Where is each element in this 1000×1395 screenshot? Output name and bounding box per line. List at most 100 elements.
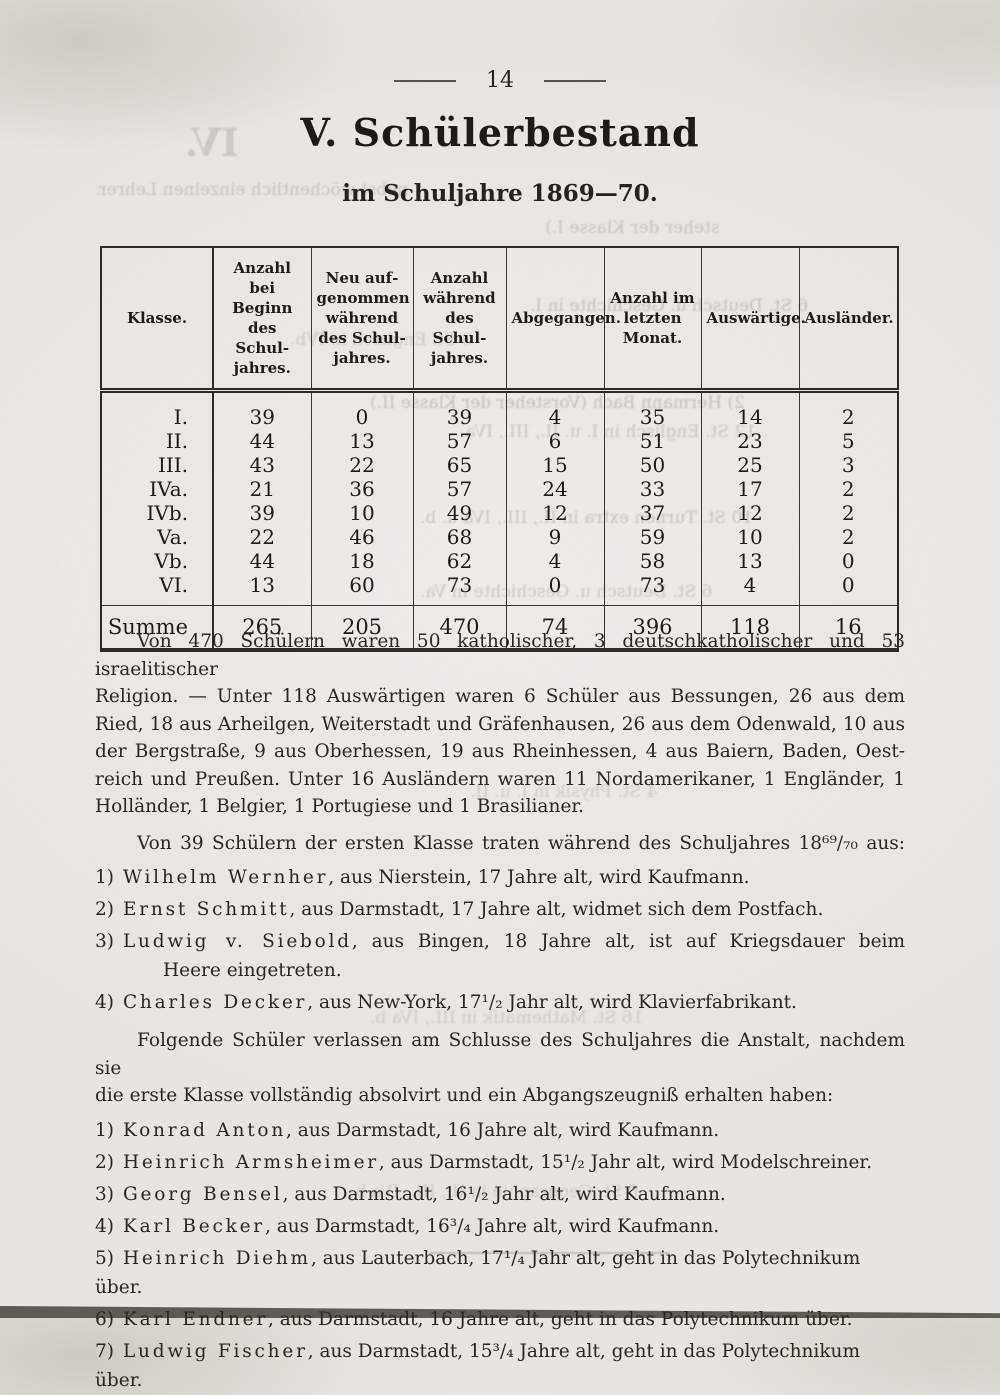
list-item: 2) Heinrich Armsheimer, aus Darmstadt, 15… bbox=[95, 1148, 905, 1177]
schuelerbestand-table: Klasse. Anzahl bei Beginn des Schul­jahr… bbox=[100, 246, 899, 652]
paragraph-line: Folgende Schüler verlassen am Schlusse d… bbox=[95, 1030, 905, 1079]
bleed-through-text: steher der Klasse I.) bbox=[545, 218, 720, 238]
class-label: Vb. bbox=[101, 549, 214, 573]
list-item-text: , aus New-York, 17¹/₂ Jahr alt, wird Kla… bbox=[307, 992, 797, 1013]
cell-value: 13 bbox=[213, 573, 312, 606]
paragraph-austritte-intro: Von 39 Schülern der ersten Klasse traten… bbox=[137, 832, 905, 854]
cell-value: 17 bbox=[701, 477, 800, 501]
list-item-text: , aus Bingen, 18 Jahre alt, ist auf Krie… bbox=[351, 931, 905, 952]
table-row: VI. 13 60 73 0 73 4 0 bbox=[101, 573, 898, 606]
cell-value: 51 bbox=[604, 429, 702, 453]
cell-value: 68 bbox=[413, 525, 507, 549]
paragraph-line: Religion. — Unter 118 Auswärtigen waren … bbox=[95, 686, 905, 707]
class-label: III. bbox=[101, 453, 214, 477]
cell-value: 50 bbox=[604, 453, 702, 477]
cell-value: 25 bbox=[701, 453, 800, 477]
cell-value: 15 bbox=[506, 453, 605, 477]
cell-value: 18 bbox=[311, 549, 414, 573]
student-name: Georg Bensel bbox=[123, 1183, 283, 1205]
ghost-divider bbox=[430, 1252, 670, 1254]
table-row: IVb. 39 10 49 12 37 12 2 bbox=[101, 501, 898, 525]
list-item: 5) Heinrich Diehm, aus Lauterbach, 17¹/₄ … bbox=[95, 1244, 905, 1302]
column-header-klasse: Klasse. bbox=[101, 247, 214, 393]
table-row: IVa. 21 36 57 24 33 17 2 bbox=[101, 477, 898, 501]
cell-value: 4 bbox=[701, 573, 800, 606]
cell-value: 22 bbox=[213, 525, 312, 549]
list-item-text: , aus Nierstein, 17 Jahre alt, wird Kauf… bbox=[328, 867, 750, 888]
list-item-number: 7) bbox=[95, 1340, 114, 1362]
student-name: Heinrich Armsheimer bbox=[123, 1151, 379, 1173]
cell-value: 4 bbox=[506, 549, 605, 573]
cell-value: 44 bbox=[213, 549, 312, 573]
table-header-row: Klasse. Anzahl bei Beginn des Schul­jahr… bbox=[101, 247, 898, 393]
list-item-number: 1) bbox=[95, 867, 114, 888]
list-item-text: , aus Lauterbach, 17¹/₄ Jahr alt, geht i… bbox=[95, 1247, 861, 1298]
list-austritte: 1) Wilhelm Wernher, aus Nierstein, 17 Jah… bbox=[95, 863, 905, 1017]
cell-value: 39 bbox=[413, 390, 507, 429]
table-row: Vb. 44 18 62 4 58 13 0 bbox=[101, 549, 898, 573]
cell-value: 35 bbox=[604, 390, 702, 429]
list-item: 4) Karl Becker, aus Darmstadt, 16³/₄ Jahr… bbox=[95, 1212, 905, 1241]
paragraph-line: reich und Preußen. Unter 16 Ausländern w… bbox=[95, 768, 905, 790]
class-label: Va. bbox=[101, 525, 214, 549]
student-name: Ernst Schmitt bbox=[123, 899, 290, 920]
paragraph-abgangszeugnis: Folgende Schüler verlassen am Schlusse d… bbox=[95, 1027, 905, 1110]
cell-value: 10 bbox=[311, 501, 414, 525]
page-number-rule-left bbox=[394, 79, 456, 82]
paragraph-line: die erste Klasse vollständig absolvirt u… bbox=[95, 1085, 834, 1106]
cell-value: 43 bbox=[213, 453, 312, 477]
student-name: Charles Decker bbox=[123, 992, 308, 1013]
page-number: 14 bbox=[486, 68, 514, 93]
cell-value: 37 bbox=[604, 501, 702, 525]
column-header-auslaender: Ausländer. bbox=[799, 247, 898, 393]
section-title: V. Schülerbestand bbox=[300, 110, 700, 155]
list-item-text: , aus Darmstadt, 16 Jahre alt, wird Kauf… bbox=[286, 1119, 720, 1141]
list-item-number: 3) bbox=[95, 931, 114, 952]
class-label: I. bbox=[101, 390, 214, 429]
paragraph-line: der Bergstraße, 9 aus Oberhessen, 19 aus… bbox=[95, 741, 905, 762]
list-item-text: , aus Darmstadt, 17 Jahre alt, widmet si… bbox=[289, 899, 824, 920]
cell-value: 9 bbox=[506, 525, 605, 549]
cell-value: 0 bbox=[841, 549, 855, 573]
table-row: II. 44 13 57 6 51 23 5 bbox=[101, 429, 898, 453]
list-item-text: , aus Darmstadt, 16¹/₂ Jahr alt, wird Ka… bbox=[282, 1183, 726, 1205]
cell-value: 12 bbox=[506, 501, 605, 525]
student-name: Wilhelm Wernher bbox=[123, 867, 329, 888]
student-name: Karl Becker bbox=[123, 1215, 265, 1237]
list-item-text: , aus Darmstadt, 16³/₄ Jahre alt, wird K… bbox=[264, 1215, 720, 1237]
list-item: 3) Georg Bensel, aus Darmstadt, 16¹/₂ Jah… bbox=[95, 1180, 905, 1209]
class-label: IVb. bbox=[101, 501, 214, 525]
cell-value: 73 bbox=[604, 573, 702, 606]
list-item: 2) Ernst Schmitt, aus Darmstadt, 17 Jahre… bbox=[95, 895, 905, 924]
cell-value: 0 bbox=[506, 573, 605, 606]
cell-value: 2 bbox=[841, 477, 855, 501]
list-item: 7) Ludwig Fischer, aus Darmstadt, 15³/₄ J… bbox=[95, 1337, 905, 1395]
sum-value: 265 bbox=[213, 605, 312, 650]
paragraph-line: Holländer, 1 Belgier, 1 Portugiese und 1… bbox=[95, 796, 585, 817]
list-item-number: 3) bbox=[95, 1183, 114, 1205]
cell-value: 44 bbox=[213, 429, 312, 453]
list-item: 1) Konrad Anton, aus Darmstadt, 16 Jahre … bbox=[95, 1116, 905, 1145]
student-name: Ludwig Fischer bbox=[123, 1340, 308, 1362]
cell-value: 2 bbox=[841, 501, 855, 525]
paragraph-religion-herkunft: Von 470 Schülern waren 50 katholischer, … bbox=[95, 628, 905, 821]
column-header-auswaertige: Auswärtige. bbox=[701, 247, 806, 393]
sum-value: 205 bbox=[311, 605, 414, 650]
table-row: Va. 22 46 68 9 59 10 2 bbox=[101, 525, 898, 549]
cell-value: 39 bbox=[213, 390, 312, 429]
table-row: III. 43 22 65 15 50 25 3 bbox=[101, 453, 898, 477]
body-text: Von 470 Schülern waren 50 katholischer, … bbox=[95, 628, 905, 1395]
sum-value: 118 bbox=[701, 605, 800, 650]
sum-value: 470 bbox=[413, 605, 507, 650]
cell-value: 62 bbox=[413, 549, 507, 573]
cell-value: 73 bbox=[413, 573, 507, 606]
list-item-number: 5) bbox=[95, 1247, 114, 1269]
list-item: 4) Charles Decker, aus New-York, 17¹/₂ Ja… bbox=[95, 988, 905, 1017]
list-absolventen: 1) Konrad Anton, aus Darmstadt, 16 Jahre … bbox=[95, 1116, 905, 1395]
list-item-number: 6) bbox=[95, 1308, 114, 1330]
column-header-abgegangen: Abgegangen. bbox=[506, 247, 621, 393]
list-item-number: 4) bbox=[95, 1215, 114, 1237]
cell-value: 2 bbox=[841, 405, 855, 429]
column-header-neu-aufgenommen: Neu auf­genommen während des Schul­jahre… bbox=[311, 247, 414, 393]
class-label: II. bbox=[101, 429, 214, 453]
